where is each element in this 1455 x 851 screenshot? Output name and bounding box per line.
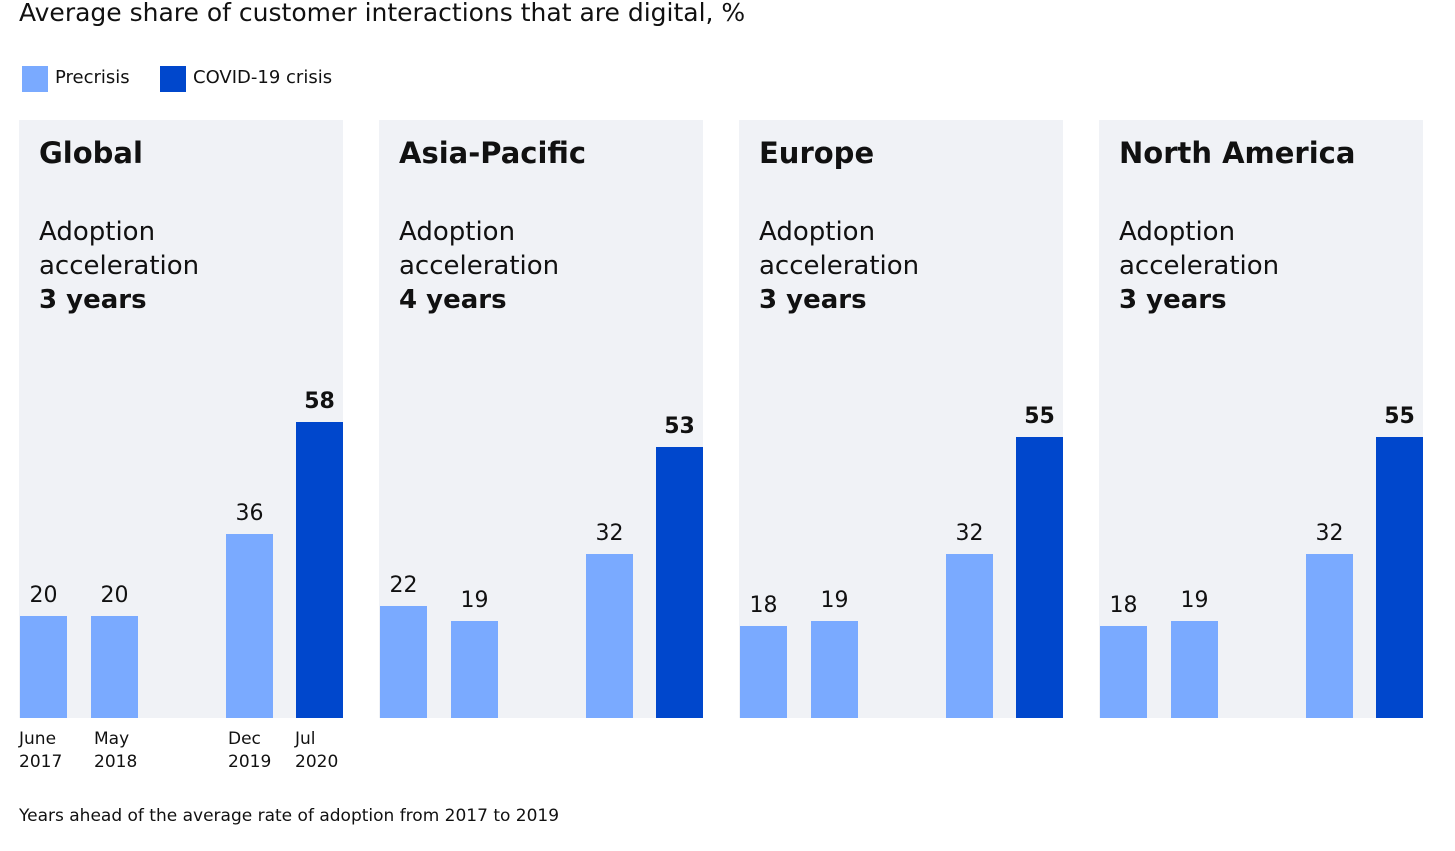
x-tick-line2: 2017 xyxy=(19,752,63,772)
adoption-years: 3 years xyxy=(39,285,147,315)
data-label: 19 xyxy=(820,587,849,613)
panel-title: Global xyxy=(39,136,143,170)
adoption-years: 3 years xyxy=(1119,285,1227,315)
bar-precrisis xyxy=(946,554,993,718)
x-tick-line2: 2019 xyxy=(228,752,272,772)
legend-label-covid: COVID-19 crisis xyxy=(193,67,333,88)
adoption-acceleration: Adoption acceleration 4 years xyxy=(399,215,559,317)
legend-swatch-covid xyxy=(160,66,186,92)
data-label: 19 xyxy=(460,587,489,613)
data-label: 53 xyxy=(664,414,695,440)
adoption-acceleration: Adoption acceleration 3 years xyxy=(759,215,919,317)
bar-covid xyxy=(296,421,343,718)
adoption-label-line: acceleration xyxy=(1119,251,1280,281)
panel-title: Europe xyxy=(759,136,875,170)
adoption-label-line: acceleration xyxy=(399,251,560,281)
adoption-label-line: Adoption xyxy=(39,217,156,247)
panel-global: Global Adoption acceleration 3 years 20 20 36 5… xyxy=(19,120,343,718)
bar-covid xyxy=(1376,436,1423,718)
x-tick-line1: Dec xyxy=(228,729,261,749)
data-label: 18 xyxy=(749,593,778,619)
adoption-label-line: Adoption xyxy=(1119,217,1236,247)
data-label: 32 xyxy=(595,521,624,547)
data-label: 18 xyxy=(1109,593,1138,619)
data-label: 55 xyxy=(1024,403,1055,429)
adoption-acceleration: Adoption acceleration 3 years xyxy=(39,215,199,317)
x-tick-line2: 2020 xyxy=(295,752,339,772)
data-label: 22 xyxy=(389,572,418,598)
legend-label-precrisis: Precrisis xyxy=(55,67,130,88)
bar-precrisis xyxy=(740,626,787,718)
bar-covid xyxy=(656,447,703,718)
adoption-label-line: acceleration xyxy=(39,251,200,281)
data-label: 20 xyxy=(29,582,58,608)
x-tick-label: May 2018 xyxy=(94,728,137,774)
bar-precrisis xyxy=(586,554,633,718)
data-label: 36 xyxy=(235,501,264,527)
bar-precrisis xyxy=(91,615,138,718)
bar-precrisis xyxy=(1100,626,1147,718)
bar-precrisis xyxy=(226,534,273,718)
adoption-years: 4 years xyxy=(399,285,507,315)
panel-title: North America xyxy=(1119,136,1356,170)
bar-precrisis xyxy=(451,620,498,718)
adoption-years: 3 years xyxy=(759,285,867,315)
bar-precrisis xyxy=(1306,554,1353,718)
x-tick-label: Dec 2019 xyxy=(228,728,271,774)
data-label: 19 xyxy=(1180,587,1209,613)
footnote: Years ahead of the average rate of adopt… xyxy=(19,806,560,826)
x-tick-line2: 2018 xyxy=(94,752,138,772)
adoption-label-line: Adoption xyxy=(759,217,876,247)
panel-asia-pacific: Asia-Pacific Adoption acceleration 4 years 2… xyxy=(379,120,703,718)
chart-title: Average share of customer interactions t… xyxy=(19,0,746,27)
x-tick-label: Jul 2020 xyxy=(295,728,338,774)
data-label: 32 xyxy=(955,521,984,547)
x-tick-line1: May xyxy=(94,729,130,749)
panel-title: Asia-Pacific xyxy=(399,136,587,170)
panel-north-america: North America Adoption acceleration 3 years… xyxy=(1099,120,1423,718)
x-tick-line1: June xyxy=(19,729,57,749)
x-tick-line1: Jul xyxy=(295,729,316,749)
adoption-label-line: Adoption xyxy=(399,217,516,247)
adoption-acceleration: Adoption acceleration 3 years xyxy=(1119,215,1279,317)
data-label: 20 xyxy=(100,582,129,608)
bar-precrisis xyxy=(1171,620,1218,718)
bar-precrisis xyxy=(20,615,67,718)
bar-precrisis xyxy=(811,620,858,718)
x-tick-label: June 2017 xyxy=(19,728,62,774)
data-label: 32 xyxy=(1315,521,1344,547)
panel-europe: Europe Adoption acceleration 3 years 18 19 32 5… xyxy=(739,120,1063,718)
legend-swatch-precrisis xyxy=(22,66,48,92)
data-label: 58 xyxy=(304,388,335,414)
bar-precrisis xyxy=(380,605,427,718)
bar-covid xyxy=(1016,436,1063,718)
adoption-label-line: acceleration xyxy=(759,251,920,281)
data-label: 55 xyxy=(1384,403,1415,429)
